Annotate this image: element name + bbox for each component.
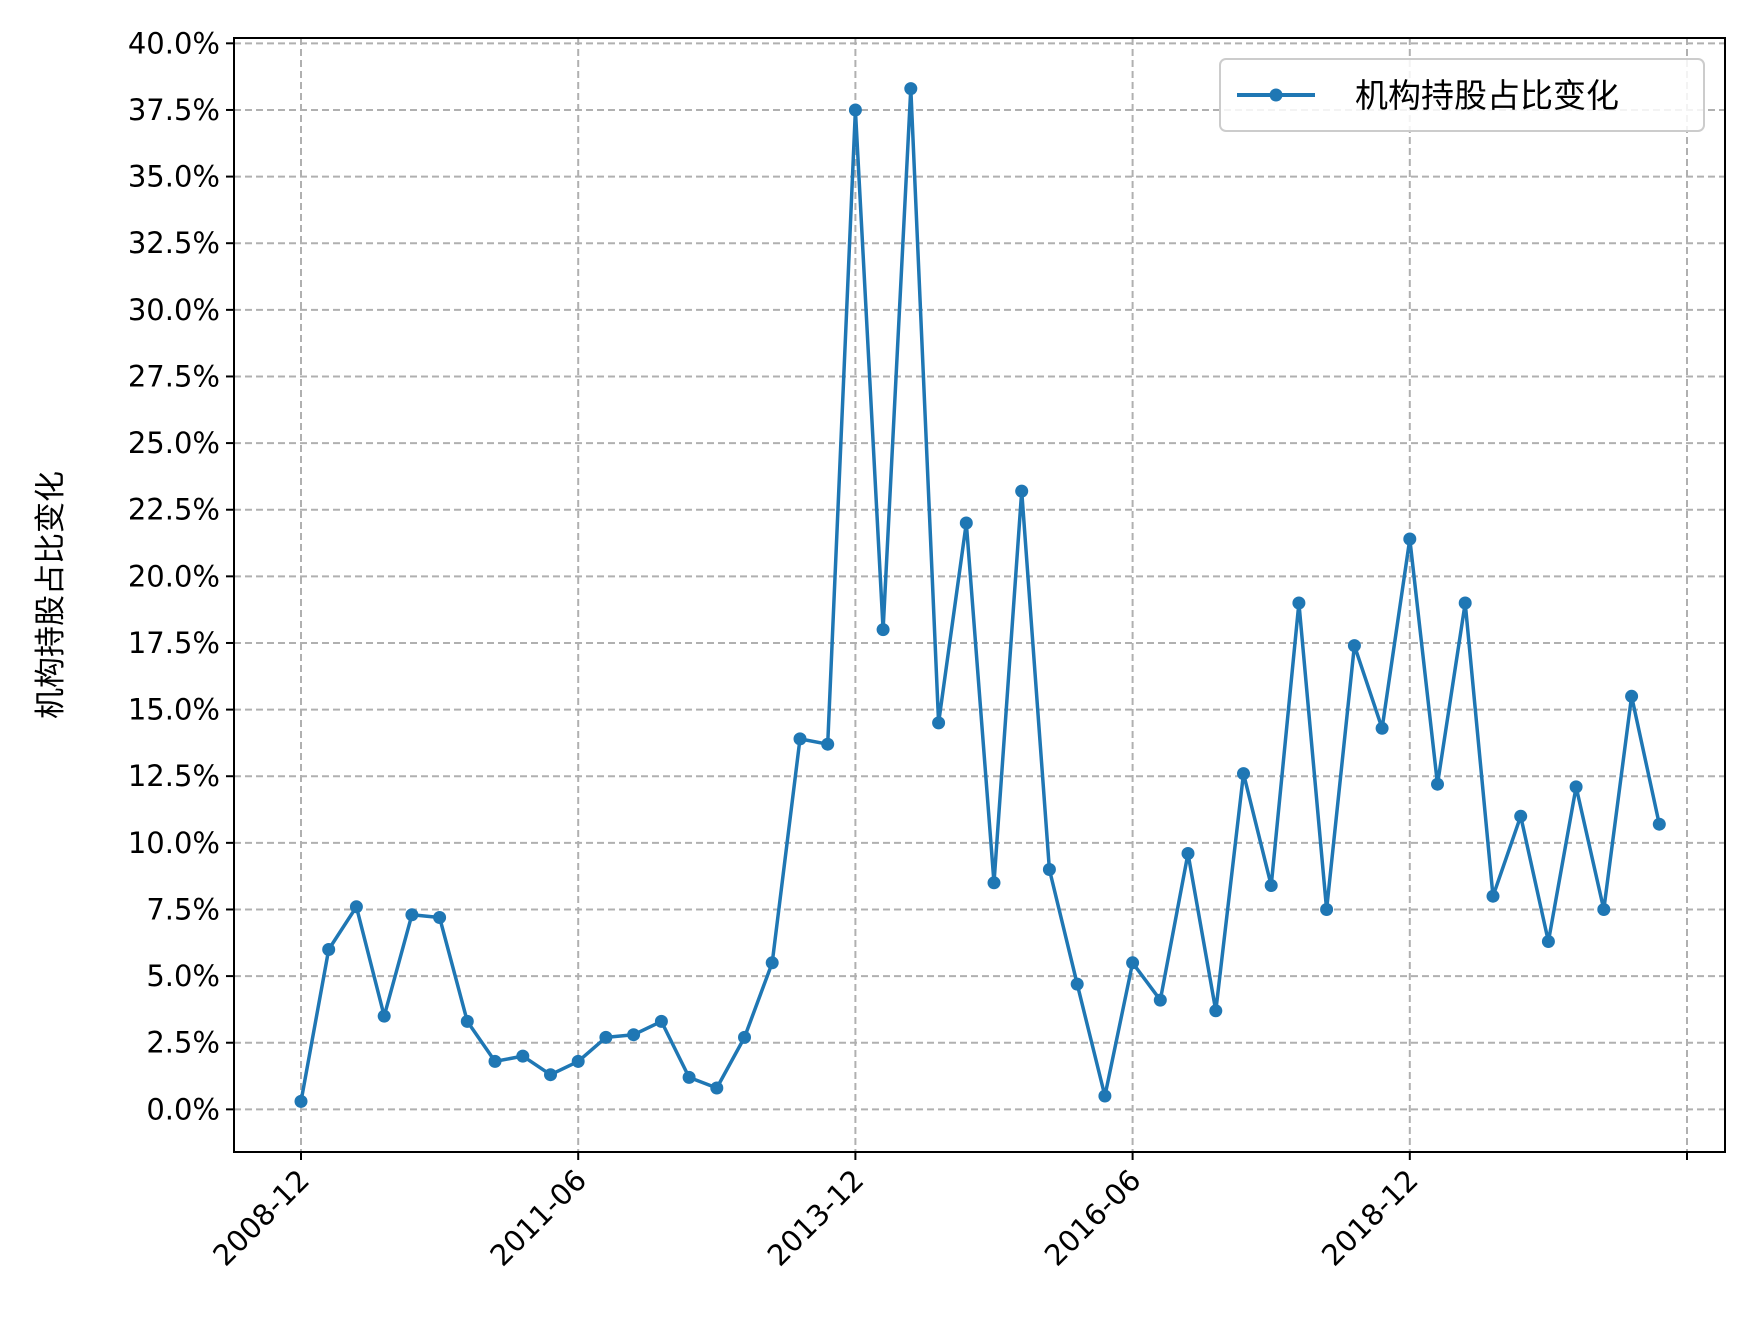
data-point (1486, 889, 1500, 903)
legend-entry-label: 机构持股占比变化 (1355, 76, 1619, 115)
data-point (488, 1054, 502, 1068)
y-tick-label: 35.0% (128, 160, 220, 194)
x-tick-label: 2008-12 (206, 1163, 316, 1273)
y-tick-label: 20.0% (128, 559, 220, 593)
data-point (433, 911, 447, 924)
data-point (1209, 1004, 1223, 1018)
data-point (987, 876, 1001, 890)
data-point (1098, 1089, 1112, 1103)
y-tick-label: 30.0% (128, 293, 220, 327)
data-point (1403, 532, 1417, 546)
y-tick-label: 10.0% (128, 826, 220, 860)
data-point (405, 908, 419, 922)
y-tick-label: 5.0% (146, 959, 220, 993)
data-point (460, 1014, 474, 1028)
y-tick-label: 25.0% (128, 426, 220, 460)
x-tick-label: 2016-06 (1038, 1163, 1148, 1273)
data-point (1237, 767, 1250, 781)
y-tick-label: 17.5% (128, 626, 220, 660)
data-point (294, 1094, 308, 1108)
data-point (682, 1070, 696, 1084)
axes: 0.0% 2.5% 5.0% 7.5% 10.0% 12.5% 15.0% 17.5% 20.0… (128, 26, 1688, 1273)
plot-frame (233, 37, 1726, 1153)
data-point (1375, 721, 1389, 735)
data-point (516, 1049, 530, 1063)
data-point (1015, 484, 1029, 498)
data-point (322, 943, 336, 956)
y-axis-label: 机构持股占比变化 (33, 471, 69, 719)
legend: 机构持股占比变化 (1219, 58, 1705, 132)
data-point (710, 1081, 724, 1095)
y-tick-label: 40.0% (128, 26, 220, 60)
data-point (1431, 777, 1444, 791)
legend-marker-swatch (1269, 88, 1283, 102)
data-point (1541, 935, 1555, 948)
series-line (299, 86, 1662, 1102)
data-point (1625, 689, 1639, 703)
y-tick-label: 7.5% (146, 892, 220, 926)
y-tick-label: 0.0% (146, 1092, 220, 1126)
data-point (1153, 993, 1167, 1007)
y-tick-label: 22.5% (128, 493, 220, 527)
grid-lines (234, 38, 1725, 1152)
data-point (1514, 809, 1528, 823)
data-point (765, 956, 779, 970)
data-point (904, 82, 918, 96)
data-point (1569, 780, 1583, 794)
data-point (571, 1054, 585, 1068)
data-series (294, 82, 1666, 1108)
data-point (1264, 879, 1278, 892)
y-tick-label: 15.0% (128, 693, 220, 727)
y-tick-label: 32.5% (128, 226, 220, 260)
data-point (738, 1030, 751, 1044)
x-tick-label: 2011-06 (483, 1163, 593, 1273)
data-point (627, 1028, 641, 1042)
x-tick-label: 2013-12 (761, 1163, 871, 1273)
data-point (1458, 596, 1472, 610)
data-point (1042, 863, 1056, 876)
data-point (1126, 956, 1140, 970)
data-point (654, 1014, 668, 1028)
data-point (1652, 817, 1666, 831)
data-point (793, 732, 807, 746)
x-tick-label: 2018-12 (1315, 1163, 1425, 1273)
data-point (821, 737, 835, 751)
data-point (848, 103, 862, 117)
data-point (1181, 847, 1195, 860)
data-point (1320, 903, 1334, 916)
data-point (599, 1030, 613, 1044)
data-point (1070, 977, 1084, 991)
data-point (876, 623, 890, 637)
data-point (544, 1068, 557, 1082)
data-point (1292, 596, 1306, 610)
data-point (1597, 903, 1611, 916)
y-tick-label: 12.5% (128, 759, 220, 793)
data-point (1347, 639, 1361, 653)
y-tick-label: 2.5% (146, 1026, 220, 1060)
data-point (959, 516, 973, 530)
data-point (932, 716, 946, 730)
y-tick-label: 27.5% (128, 359, 220, 393)
legend-box (1219, 58, 1705, 132)
data-point (377, 1009, 391, 1023)
data-point (349, 900, 363, 914)
y-tick-label: 37.5% (128, 93, 220, 127)
